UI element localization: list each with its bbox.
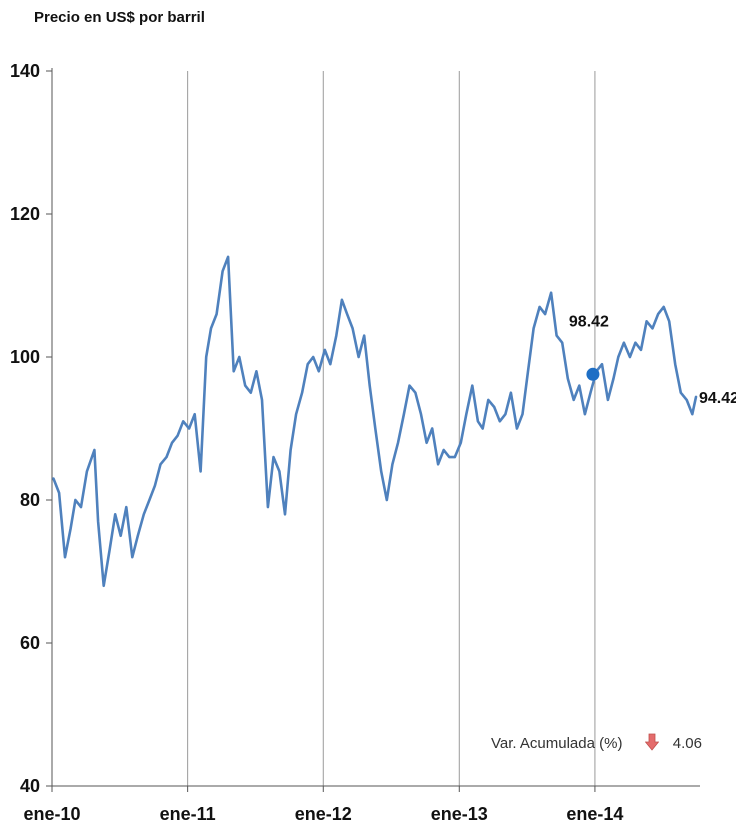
data-point-label: 98.42 bbox=[569, 313, 609, 330]
y-axis-unit-label: Precio en US$ por barril bbox=[34, 9, 205, 26]
x-tick-label: ene-10 bbox=[23, 804, 80, 824]
y-tick-label: 100 bbox=[10, 347, 40, 367]
x-tick-label: ene-11 bbox=[160, 804, 216, 824]
x-tick-label: ene-14 bbox=[566, 804, 623, 824]
series-layer bbox=[52, 255, 698, 588]
y-tick-label: 40 bbox=[20, 776, 40, 796]
y-tick-label: 80 bbox=[20, 490, 40, 510]
y-tick-label: 120 bbox=[10, 204, 40, 224]
data-point-marker bbox=[586, 367, 600, 381]
y-tick-label: 140 bbox=[10, 61, 40, 81]
gridlines bbox=[187, 71, 596, 786]
y-tick-label: 60 bbox=[20, 633, 40, 653]
down-arrow-icon bbox=[644, 733, 659, 755]
annotations: 98.42 94.42 bbox=[569, 313, 736, 407]
x-tick-label: ene-13 bbox=[431, 804, 488, 824]
cumulative-variation-value: 4.06 bbox=[672, 734, 702, 752]
cumulative-variation-note: Var. Acumulada (%) 4.06 bbox=[491, 733, 702, 755]
price-line bbox=[52, 255, 698, 588]
axes: ene-10 ene-11 ene-12 ene-13 ene-14 40 60 80 100 1… bbox=[10, 61, 700, 824]
cumulative-variation-label: Var. Acumulada (%) bbox=[491, 734, 623, 752]
x-tick-label: ene-12 bbox=[295, 804, 352, 824]
end-value-label: 94.42 bbox=[699, 390, 736, 407]
